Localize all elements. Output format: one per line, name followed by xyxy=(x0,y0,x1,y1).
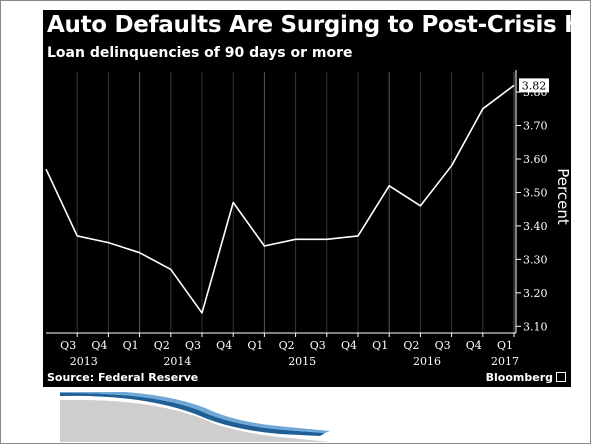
x-tick-label: Q2 xyxy=(154,339,170,352)
y-tick-label: 3.50 xyxy=(523,186,548,199)
x-tick-label: Q4 xyxy=(466,339,482,352)
x-tick-label: Q4 xyxy=(216,339,232,352)
y-tick-label: 3.70 xyxy=(523,120,548,133)
x-tick-label: Q4 xyxy=(341,339,357,352)
y-tick-label: 3.40 xyxy=(523,220,548,233)
x-tick-label: Q2 xyxy=(403,339,419,352)
x-tick-label: Q3 xyxy=(60,339,76,352)
x-tick-label: Q2 xyxy=(279,339,295,352)
x-tick-label: Q3 xyxy=(185,339,201,352)
chart-title: Auto Defaults Are Surging to Post-Crisis… xyxy=(47,12,571,38)
year-label: 2017 xyxy=(491,355,519,368)
source-note: Source: Federal Reserve xyxy=(47,371,199,384)
brand-label: Bloomberg xyxy=(486,371,566,384)
x-tick-label: Q1 xyxy=(372,339,388,352)
chart-panel: Auto Defaults Are Surging to Post-Crisis… xyxy=(43,10,571,387)
last-value-box xyxy=(519,78,549,93)
x-tick-label: Q1 xyxy=(247,339,263,352)
year-label: 2014 xyxy=(163,355,191,368)
year-label: 2016 xyxy=(413,355,441,368)
y-tick-label: 3.20 xyxy=(523,287,548,300)
x-tick-label: Q3 xyxy=(435,339,451,352)
y-tick-label: 3.60 xyxy=(523,153,548,166)
x-tick-label: Q4 xyxy=(91,339,107,352)
bloomberg-logo-icon xyxy=(556,372,566,382)
y-tick-label: 3.10 xyxy=(523,320,548,333)
series-line xyxy=(45,84,515,314)
y-axis-title: Percent xyxy=(554,168,571,225)
year-label: 2013 xyxy=(70,355,98,368)
slide-decoration xyxy=(60,392,330,442)
y-tick-label: 3.30 xyxy=(523,253,548,266)
chart-subtitle: Loan delinquencies of 90 days or more xyxy=(47,45,353,61)
x-tick-label: Q1 xyxy=(497,339,513,352)
x-tick-label: Q3 xyxy=(310,339,326,352)
brand-name: Bloomberg xyxy=(485,371,553,384)
line-chart: Q3 Q4 Q1 Q2 Q3 Q4 Q1 Q2 Q3 Q4 Q1 Q2 Q3 Q4 Q1 2013 2014 20… xyxy=(45,70,571,368)
last-value-label: 3.82 xyxy=(522,79,547,92)
x-tick-label: Q1 xyxy=(123,339,139,352)
year-label: 2015 xyxy=(288,355,316,368)
